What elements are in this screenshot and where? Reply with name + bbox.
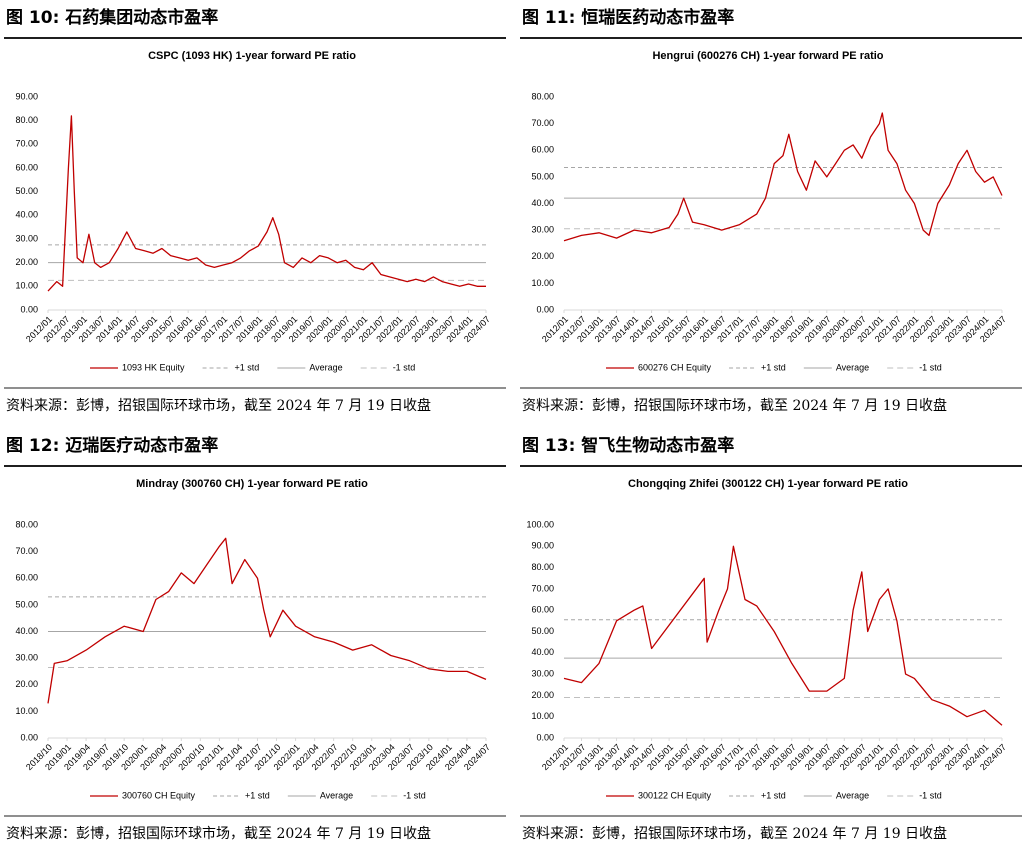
- source-note: 资料来源：彭博，招银国际环球市场，截至 2024 年 7 月 19 日收盘: [6, 825, 431, 842]
- figure-panel: 图 12: 迈瑞医疗动态市盈率 Mindray (300760 CH) 1-yea…: [4, 435, 506, 842]
- y-tick-label: 10.00: [531, 711, 554, 721]
- y-tick-label: 20.00: [15, 679, 38, 689]
- y-tick-label: 70.00: [15, 546, 38, 556]
- series-line: [47, 115, 486, 292]
- y-tick-label: 60.00: [15, 573, 38, 583]
- legend-label: 300760 CH Equity: [122, 790, 196, 800]
- y-tick-label: 50.00: [15, 186, 38, 196]
- y-tick-label: 60.00: [531, 145, 554, 155]
- legend-label: -1 std: [393, 362, 416, 372]
- legend-label: Average: [309, 362, 342, 372]
- legend-label: -1 std: [403, 790, 426, 800]
- y-tick-label: 0.00: [20, 304, 38, 314]
- y-tick-label: 10.00: [531, 278, 554, 288]
- y-tick-label: 80.00: [531, 562, 554, 572]
- legend-label: -1 std: [919, 362, 942, 372]
- y-tick-label: 20.00: [15, 257, 38, 267]
- legend-label: +1 std: [761, 790, 786, 800]
- y-tick-label: 40.00: [531, 198, 554, 208]
- legend-label: +1 std: [245, 790, 270, 800]
- y-tick-label: 40.00: [15, 626, 38, 636]
- y-tick-label: 10.00: [15, 281, 38, 291]
- figure-label: 图 11: 恒瑞医药动态市盈率: [522, 7, 734, 28]
- y-tick-label: 70.00: [531, 118, 554, 128]
- y-tick-label: 20.00: [531, 251, 554, 261]
- y-tick-label: 40.00: [15, 210, 38, 220]
- figure-label: 图 12: 迈瑞医疗动态市盈率: [6, 435, 218, 456]
- figure-panel: 图 10: 石药集团动态市盈率 CSPC (1093 HK) 1-year for…: [4, 7, 506, 414]
- legend-label: +1 std: [761, 362, 786, 372]
- legend-label: +1 std: [235, 362, 260, 372]
- y-tick-label: 0.00: [536, 304, 554, 314]
- legend-label: 600276 CH Equity: [638, 362, 712, 372]
- y-tick-label: 60.00: [15, 162, 38, 172]
- figure-panel: 图 13: 智飞生物动态市盈率 Chongqing Zhifei (300122 …: [520, 435, 1022, 842]
- series-line: [563, 545, 1003, 726]
- y-tick-label: 50.00: [15, 599, 38, 609]
- legend-label: Average: [320, 790, 353, 800]
- y-tick-label: 0.00: [536, 732, 554, 742]
- figure-label: 图 10: 石药集团动态市盈率: [6, 7, 218, 28]
- series-line: [563, 112, 1003, 242]
- y-tick-label: 70.00: [531, 583, 554, 593]
- y-tick-label: 70.00: [15, 139, 38, 149]
- y-tick-label: 40.00: [531, 647, 554, 657]
- y-tick-label: 100.00: [526, 519, 554, 529]
- y-tick-label: 90.00: [531, 541, 554, 551]
- legend-label: Average: [836, 790, 869, 800]
- legend-label: Average: [836, 362, 869, 372]
- figure-label: 图 13: 智飞生物动态市盈率: [522, 435, 734, 456]
- legend-label: 1093 HK Equity: [122, 362, 185, 372]
- y-tick-label: 30.00: [531, 668, 554, 678]
- chart-title: CSPC (1093 HK) 1-year forward PE ratio: [148, 50, 356, 62]
- source-note: 资料来源：彭博，招银国际环球市场，截至 2024 年 7 月 19 日收盘: [522, 397, 947, 414]
- y-tick-label: 20.00: [531, 690, 554, 700]
- source-note: 资料来源：彭博，招银国际环球市场，截至 2024 年 7 月 19 日收盘: [522, 825, 947, 842]
- y-tick-label: 30.00: [15, 653, 38, 663]
- chart-title: Hengrui (600276 CH) 1-year forward PE ra…: [652, 50, 883, 62]
- source-note: 资料来源：彭博，招银国际环球市场，截至 2024 年 7 月 19 日收盘: [6, 397, 431, 414]
- legend-label: -1 std: [919, 790, 942, 800]
- y-tick-label: 80.00: [15, 115, 38, 125]
- legend-label: 300122 CH Equity: [638, 790, 712, 800]
- y-tick-label: 0.00: [20, 732, 38, 742]
- y-tick-label: 10.00: [15, 706, 38, 716]
- chart-title: Chongqing Zhifei (300122 CH) 1-year forw…: [628, 478, 908, 490]
- y-tick-label: 50.00: [531, 171, 554, 181]
- y-tick-label: 80.00: [531, 91, 554, 101]
- y-tick-label: 90.00: [15, 91, 38, 101]
- y-tick-label: 50.00: [531, 626, 554, 636]
- figure-panel: 图 11: 恒瑞医药动态市盈率 Hengrui (600276 CH) 1-yea…: [520, 7, 1022, 414]
- y-tick-label: 80.00: [15, 519, 38, 529]
- series-line: [47, 537, 487, 704]
- y-tick-label: 30.00: [531, 225, 554, 235]
- y-tick-label: 30.00: [15, 233, 38, 243]
- y-tick-label: 60.00: [531, 605, 554, 615]
- chart-title: Mindray (300760 CH) 1-year forward PE ra…: [136, 478, 368, 490]
